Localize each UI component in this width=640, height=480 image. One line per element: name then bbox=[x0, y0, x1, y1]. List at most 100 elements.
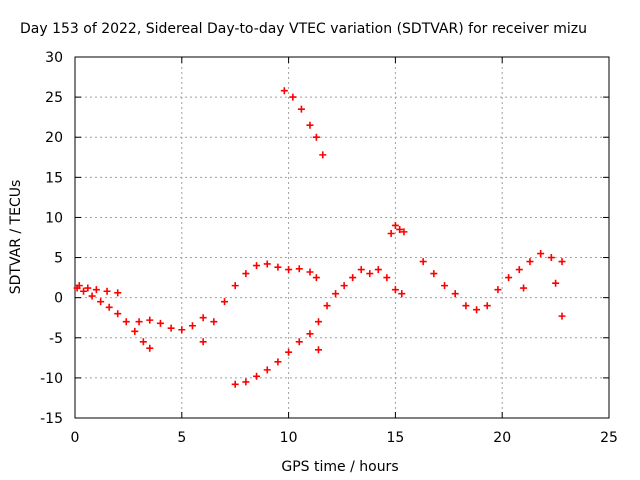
y-tick-label: 30 bbox=[45, 50, 63, 66]
series-diagonal-rise bbox=[231, 330, 323, 388]
data-point bbox=[210, 318, 218, 326]
y-tick-label: -15 bbox=[40, 411, 63, 427]
data-point bbox=[558, 258, 566, 266]
series-steep-fall bbox=[280, 87, 327, 159]
data-point bbox=[231, 282, 239, 290]
data-point bbox=[295, 338, 303, 346]
data-point bbox=[253, 262, 261, 270]
data-point bbox=[280, 87, 288, 95]
chart-title: Day 153 of 2022, Sidereal Day-to-day VTE… bbox=[20, 21, 587, 37]
data-point bbox=[75, 282, 83, 290]
data-point bbox=[312, 274, 320, 282]
y-tick-label: 25 bbox=[45, 90, 63, 106]
data-point bbox=[135, 318, 143, 326]
data-point bbox=[398, 290, 406, 298]
data-point bbox=[391, 286, 399, 294]
data-point bbox=[139, 338, 147, 346]
data-point bbox=[103, 287, 111, 295]
data-point bbox=[146, 316, 154, 324]
x-tick-label: 15 bbox=[386, 430, 404, 446]
data-point bbox=[114, 310, 122, 318]
data-point bbox=[319, 151, 327, 159]
data-points bbox=[73, 87, 566, 388]
data-point bbox=[400, 228, 408, 236]
series-afternoon-mixed bbox=[419, 250, 566, 314]
x-tick-label: 10 bbox=[280, 430, 298, 446]
data-point bbox=[242, 378, 250, 386]
y-tick-label: -5 bbox=[49, 331, 63, 347]
data-point bbox=[274, 358, 282, 366]
data-point bbox=[451, 290, 459, 298]
series-midday-cluster bbox=[315, 266, 406, 326]
data-point bbox=[114, 289, 122, 297]
data-point bbox=[558, 312, 566, 320]
data-point bbox=[306, 121, 314, 129]
data-point bbox=[515, 266, 523, 274]
data-point bbox=[285, 266, 293, 274]
data-point bbox=[357, 266, 365, 274]
data-point bbox=[105, 303, 113, 311]
x-tick-label: 0 bbox=[71, 430, 80, 446]
data-point bbox=[156, 319, 164, 327]
series-early-decline-a bbox=[73, 284, 154, 352]
axis-ticks bbox=[74, 56, 610, 419]
grid bbox=[75, 57, 609, 418]
data-point bbox=[263, 366, 271, 374]
series-late-outliers bbox=[520, 279, 566, 320]
data-point bbox=[146, 344, 154, 352]
data-point bbox=[253, 372, 261, 380]
x-tick-label: 5 bbox=[177, 430, 186, 446]
data-point bbox=[84, 284, 92, 292]
y-tick-label: 10 bbox=[45, 210, 63, 226]
data-point bbox=[494, 286, 502, 294]
data-point bbox=[387, 229, 395, 237]
y-tick-label: 0 bbox=[54, 291, 63, 307]
data-point bbox=[441, 282, 449, 290]
y-tick-label: 20 bbox=[45, 130, 63, 146]
data-point bbox=[520, 284, 528, 292]
series-early-decline-b bbox=[75, 282, 122, 297]
series-morning-low bbox=[135, 314, 207, 334]
data-point bbox=[274, 263, 282, 271]
data-point bbox=[315, 318, 323, 326]
data-point bbox=[312, 133, 320, 141]
data-point bbox=[263, 260, 271, 268]
data-point bbox=[473, 306, 481, 314]
y-tick-label: 15 bbox=[45, 170, 63, 186]
data-point bbox=[80, 287, 88, 295]
x-tick-label: 25 bbox=[600, 430, 618, 446]
data-point bbox=[396, 225, 404, 233]
data-point bbox=[462, 302, 470, 310]
data-point bbox=[297, 105, 305, 113]
data-point bbox=[526, 258, 534, 266]
data-point bbox=[167, 324, 175, 332]
data-point bbox=[306, 268, 314, 276]
data-point bbox=[340, 282, 348, 290]
data-point bbox=[295, 265, 303, 273]
series-morning-rise bbox=[199, 260, 320, 346]
data-point bbox=[552, 279, 560, 287]
data-point bbox=[505, 274, 513, 282]
data-point bbox=[199, 314, 207, 322]
data-point bbox=[391, 221, 399, 229]
data-point bbox=[366, 270, 374, 278]
data-point bbox=[419, 258, 427, 266]
y-tick-label: 5 bbox=[54, 251, 63, 267]
data-point bbox=[483, 302, 491, 310]
data-point bbox=[92, 286, 100, 294]
data-point bbox=[242, 270, 250, 278]
data-point bbox=[430, 270, 438, 278]
data-point bbox=[199, 338, 207, 346]
plot-frame bbox=[74, 56, 610, 419]
series-outlier-group bbox=[387, 221, 408, 237]
x-axis-label: GPS time / hours bbox=[281, 459, 398, 475]
data-point bbox=[231, 380, 239, 388]
data-point bbox=[289, 93, 297, 101]
data-point bbox=[97, 298, 105, 306]
x-tick-label: 20 bbox=[493, 430, 511, 446]
y-axis-label: SDTVAR / TECUs bbox=[8, 180, 24, 295]
data-point bbox=[88, 292, 96, 300]
data-point bbox=[547, 254, 555, 262]
data-point bbox=[537, 250, 545, 258]
